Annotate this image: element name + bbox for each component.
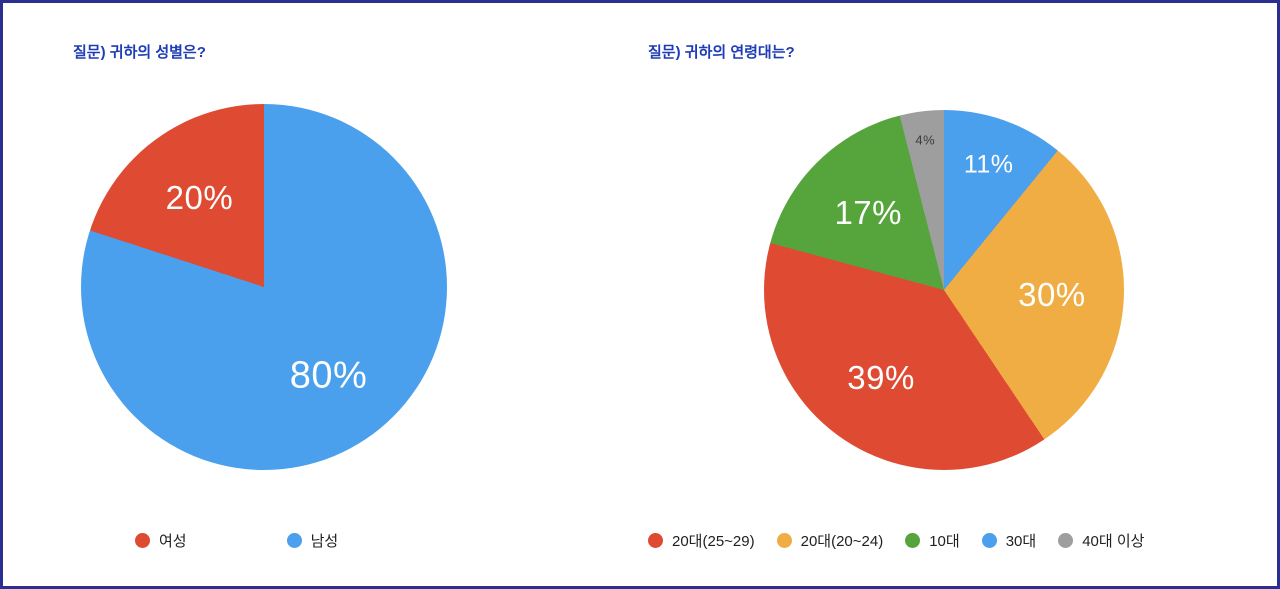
legend-color-dot [135,532,150,548]
age-chart-title: 질문) 귀하의 연령대는? [648,44,795,61]
pie-slice-label: 39% [847,358,915,396]
legend-item: 여성 [135,530,187,551]
legend-color-dot [1058,532,1074,548]
legend-item-label: 남성 [310,532,339,550]
pie: 11% 30% 39% 17% 4% [764,110,1124,470]
legend-color-dot [286,532,302,548]
legend-color-dot [776,532,792,548]
legend-item: 40대 이상 [1058,530,1144,551]
legend-item: 20대(20~24) [776,530,884,551]
pie: 80% 20% [81,104,447,470]
pie-slice-label: 20% [165,179,234,217]
legend-item-label: 20대(20~24) [800,532,884,550]
legend-item: 30대 [981,530,1037,551]
legend-color-dot [648,532,663,548]
legend: 여성 남성 [135,527,338,553]
legend-item: 20대(25~29) [648,530,755,551]
legend-item: 남성 [286,530,339,551]
legend-item-label: 20대(25~29) [672,532,755,550]
legend-color-dot [905,532,921,548]
legend-item-label: 30대 [1005,532,1037,550]
legend: 20대(25~29) 20대(20~24) 10대 30대 40대 이상 [648,527,1144,553]
legend-color-dot [981,532,997,548]
gender-chart-title: 질문) 귀하의 성별은? [73,44,206,61]
legend-item-label: 40대 이상 [1082,532,1145,550]
legend-item: 10대 [905,530,960,551]
legend-item-label: 여성 [159,532,187,550]
pie-slice-label: 30% [1018,276,1086,314]
pie-slice-label: 17% [834,194,902,232]
legend-item-label: 10대 [929,532,960,550]
pie-slice-label: 4% [915,132,936,148]
pie-slice-label: 80% [289,354,368,397]
pie-slice-label: 11% [963,150,1014,179]
